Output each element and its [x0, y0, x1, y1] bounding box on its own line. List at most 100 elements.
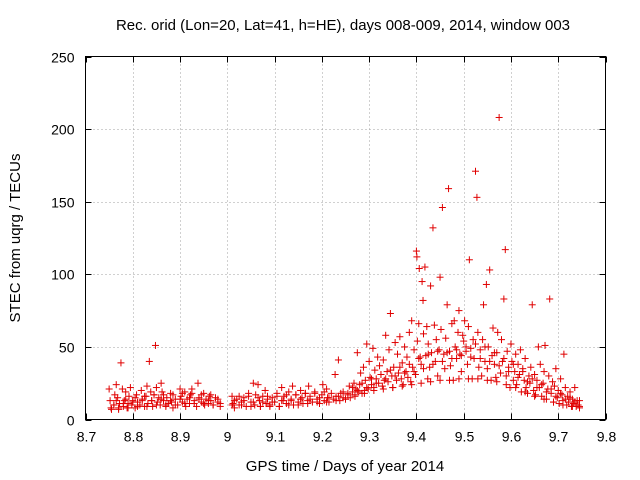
data-point — [442, 334, 450, 342]
data-point — [150, 391, 158, 399]
data-point — [571, 398, 579, 406]
plot-frame — [85, 56, 606, 420]
data-point — [261, 386, 269, 394]
data-point — [438, 357, 446, 365]
data-point — [450, 317, 458, 325]
data-point — [509, 360, 517, 368]
data-point — [520, 376, 528, 384]
data-point — [240, 397, 248, 405]
data-point — [561, 384, 569, 392]
data-point — [538, 381, 546, 389]
data-point — [382, 331, 390, 339]
data-point — [401, 369, 409, 377]
data-point — [435, 346, 443, 354]
data-point — [415, 355, 423, 363]
data-point — [498, 357, 506, 365]
data-point — [413, 253, 421, 261]
data-point — [479, 336, 487, 344]
data-point — [157, 379, 165, 387]
data-point — [405, 360, 413, 368]
data-point — [498, 336, 505, 344]
data-point — [497, 369, 505, 377]
data-point — [360, 389, 368, 397]
data-point — [490, 349, 498, 357]
data-point — [457, 352, 465, 360]
data-point — [292, 391, 300, 399]
data-point — [178, 389, 186, 397]
data-point — [408, 317, 416, 325]
data-point — [434, 347, 442, 355]
data-point — [311, 389, 319, 397]
data-point — [505, 368, 513, 376]
data-point — [419, 296, 427, 304]
data-point — [386, 310, 394, 318]
data-point — [462, 343, 470, 351]
y-tick-label: 150 — [51, 195, 75, 211]
data-point — [111, 391, 119, 399]
data-point — [407, 378, 415, 386]
data-point — [181, 400, 189, 408]
data-point — [268, 398, 276, 406]
data-point — [440, 350, 448, 358]
data-point — [383, 368, 391, 376]
data-point — [105, 385, 113, 393]
data-point — [133, 391, 141, 399]
data-point — [476, 355, 484, 363]
data-point — [379, 356, 387, 364]
data-point — [533, 384, 541, 392]
data-point — [410, 368, 418, 376]
data-point — [195, 395, 203, 403]
data-point — [453, 346, 461, 354]
y-tick-label: 250 — [51, 50, 75, 66]
data-point — [464, 323, 472, 331]
data-point — [569, 400, 577, 408]
data-point — [112, 397, 120, 405]
data-point — [546, 295, 554, 303]
data-point — [134, 402, 141, 410]
data-point — [424, 350, 432, 358]
data-point — [273, 392, 281, 400]
data-point — [394, 350, 401, 358]
data-point — [216, 400, 224, 408]
data-point — [416, 353, 424, 361]
data-point — [372, 379, 380, 387]
data-point — [301, 389, 309, 397]
data-point — [316, 394, 323, 402]
data-point — [486, 357, 494, 365]
data-point — [574, 401, 582, 409]
data-point — [469, 336, 477, 344]
data-point — [254, 394, 262, 402]
data-point — [437, 325, 445, 333]
data-point — [228, 401, 236, 409]
chart-title: Rec. orid (Lon=20, Lat=41, h=HE), days 0… — [116, 17, 570, 34]
data-point — [186, 391, 194, 399]
x-tick-label: 9 — [224, 429, 232, 445]
data-point — [500, 295, 508, 303]
data-point — [152, 384, 160, 392]
data-point — [119, 400, 127, 408]
data-point — [420, 365, 427, 373]
data-point — [357, 369, 365, 377]
data-point — [363, 340, 371, 348]
data-point — [509, 376, 517, 384]
data-point — [429, 360, 437, 368]
data-point — [436, 376, 444, 384]
data-point — [515, 370, 523, 378]
data-point — [306, 395, 314, 403]
data-point — [256, 402, 264, 410]
data-point — [549, 378, 557, 386]
data-point — [476, 346, 484, 354]
x-tick-label: 9.3 — [360, 429, 380, 445]
x-tick-label: 9.1 — [266, 429, 286, 445]
data-point — [455, 307, 463, 315]
y-tick-label: 200 — [51, 122, 75, 138]
data-point — [559, 401, 567, 409]
data-point — [429, 224, 437, 232]
data-point — [508, 357, 516, 365]
data-point — [361, 376, 369, 384]
data-point — [502, 381, 510, 389]
data-point — [153, 398, 161, 406]
data-point — [190, 400, 198, 408]
data-point — [432, 336, 440, 344]
data-point — [550, 382, 558, 390]
